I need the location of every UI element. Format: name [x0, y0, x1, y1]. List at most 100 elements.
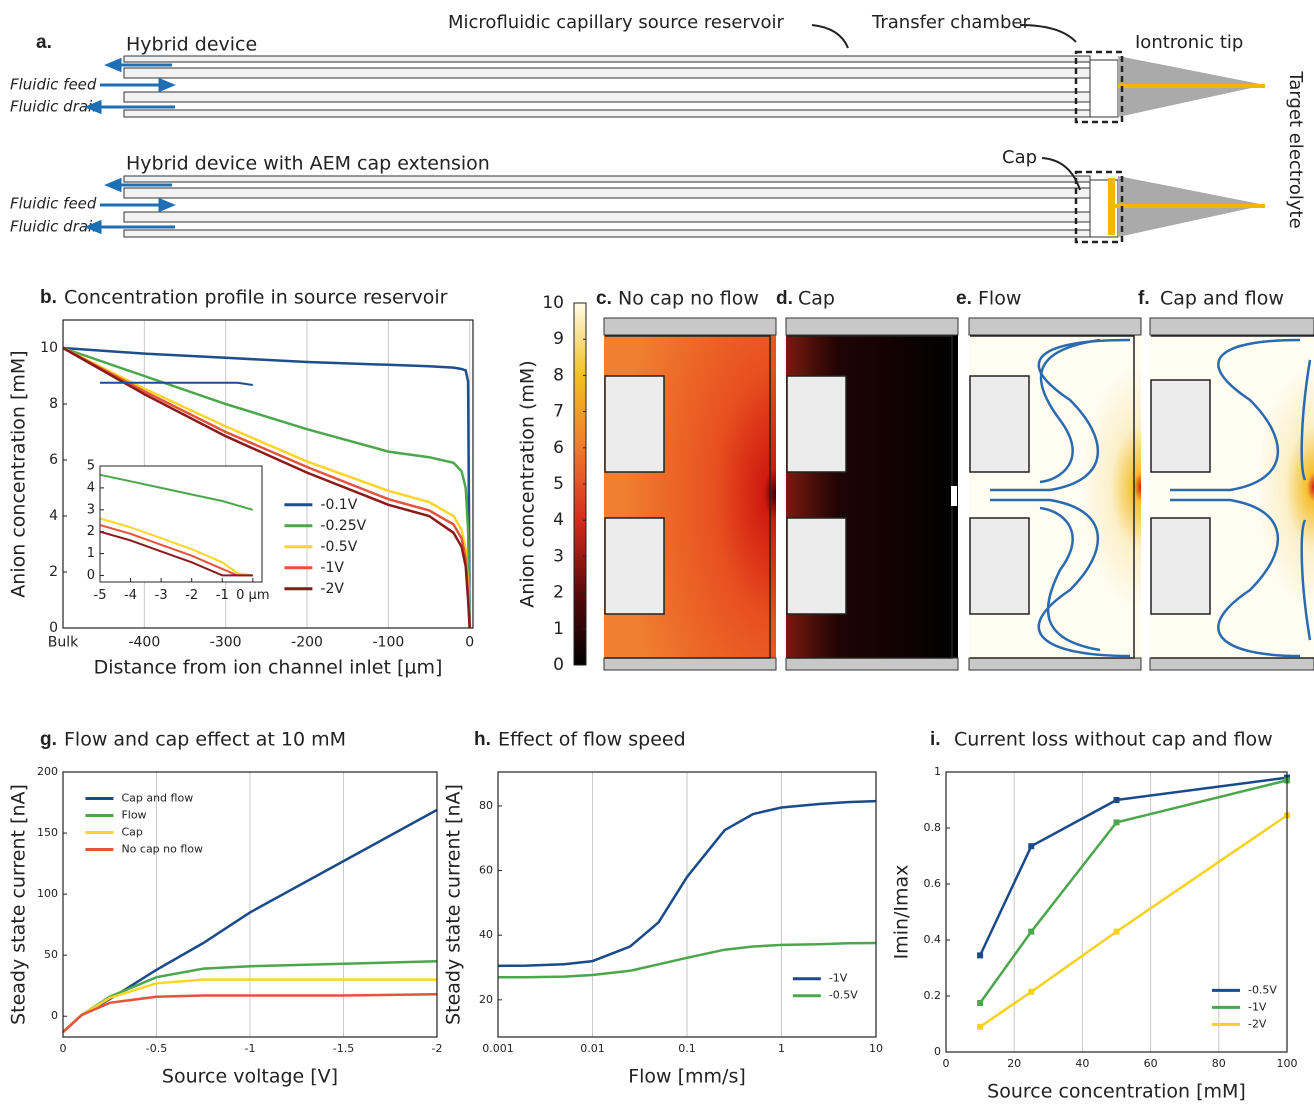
x-tick-label: -4	[124, 588, 137, 603]
feed-label: Fluidic feed	[10, 195, 97, 213]
y-tick-label: 5	[87, 459, 95, 474]
panel-label: a.	[36, 32, 52, 53]
x-tick-label: -0.5	[146, 1042, 167, 1055]
panel-label: g.	[40, 729, 57, 750]
x-axis-label: Source voltage [V]	[162, 1066, 338, 1088]
y-tick-label: 50	[44, 948, 58, 961]
y-tick-label: 8	[49, 396, 58, 412]
y-tick-label: 1	[87, 546, 95, 561]
cap-shape	[1108, 178, 1115, 235]
x-tick-label: 0	[60, 1042, 67, 1055]
y-tick-label: 0.2	[924, 989, 942, 1002]
y-tick-label: 0.4	[924, 933, 942, 946]
chamber-label: Transfer chamber	[871, 12, 1030, 33]
tip-label: Iontronic tip	[1135, 32, 1243, 53]
x-tick-label: -2	[185, 588, 198, 603]
panel-label: h.	[474, 729, 491, 750]
colorbar-tick-label: 8	[553, 365, 564, 385]
reservoir-label: Microfluidic capillary source reservoir	[448, 12, 784, 33]
heatmaps	[604, 318, 1314, 670]
x-tick-label: 20	[1007, 1057, 1021, 1070]
figure: a. Hybrid device Microfluidic capillary …	[0, 0, 1314, 1106]
y-axis-label: Imin/Imax	[891, 865, 913, 960]
point-marker	[977, 952, 983, 958]
x-tick-label: 0	[943, 1057, 950, 1070]
device-title: Hybrid device with AEM cap extension	[126, 153, 490, 175]
colorbar-tick-label: 5	[553, 474, 564, 494]
colorbar-tick-label: 1	[553, 619, 564, 639]
colorbar-tick-label: 6	[553, 438, 564, 458]
legend-label: -0.25V	[320, 518, 366, 534]
y-tick-label: 1	[934, 765, 941, 778]
y-tick-label: 3	[87, 502, 95, 517]
colorbar-tick-label: 0	[553, 655, 564, 675]
legend-label: -2V	[320, 581, 344, 597]
legend-label: -1V	[1248, 1000, 1267, 1013]
y-tick-label: 40	[479, 928, 493, 941]
y-tick-label: 6	[49, 452, 58, 468]
legend-label: -1V	[320, 560, 344, 576]
colorbar-label: Anion concentration (mM)	[517, 360, 539, 607]
point-marker	[1028, 929, 1034, 935]
x-tick-label: 80	[1212, 1057, 1226, 1070]
point-marker	[977, 1024, 983, 1030]
panel-title: No cap no flow	[618, 288, 759, 310]
pointer-arrows	[812, 25, 1080, 190]
heatmap	[604, 318, 776, 670]
target-label: Target electrolyte	[1285, 70, 1306, 228]
panel-label: f.	[1138, 288, 1150, 309]
x-axis-label: Distance from ion channel inlet [µm]	[94, 657, 443, 679]
point-marker	[1028, 989, 1034, 995]
legend-label: -1V	[829, 972, 848, 985]
panel-title: Cap and flow	[1160, 288, 1284, 310]
x-tick-label: 100	[1277, 1057, 1298, 1070]
chart-title: Flow and cap effect at 10 mM	[64, 729, 346, 751]
y-tick-label: 4	[87, 480, 95, 495]
colorbar-tick-label: 7	[553, 402, 564, 422]
x-tick-label: -100	[373, 635, 405, 651]
heatmap	[786, 318, 958, 670]
point-marker	[1114, 929, 1120, 935]
legend-label: -2V	[1248, 1017, 1267, 1030]
device-title: Hybrid device	[126, 34, 257, 56]
legend-label: Cap and flow	[121, 792, 193, 805]
device-drawing	[124, 56, 1265, 237]
colorbar-tick-label: 10	[542, 293, 564, 313]
x-tick-label: 1	[778, 1042, 785, 1055]
x-tick-label: -1	[216, 588, 229, 603]
x-axis-label: Flow [mm/s]	[628, 1066, 746, 1088]
legend-label: No cap no flow	[121, 843, 203, 856]
x-tick-label: 0.001	[482, 1042, 514, 1055]
point-marker	[1114, 819, 1120, 825]
chart-title: Concentration profile in source reservoi…	[64, 287, 448, 309]
y-tick-label: 200	[37, 765, 58, 778]
panel-label: d.	[776, 288, 793, 309]
x-tick-label: -300	[210, 635, 242, 651]
legend-label: -0.5V	[320, 539, 357, 555]
x-tick-label: 0.1	[678, 1042, 696, 1055]
plot-area	[946, 772, 1287, 1052]
panel-label: i.	[930, 729, 941, 750]
feed-label: Fluidic feed	[10, 76, 97, 94]
y-tick-label: 0.8	[924, 821, 942, 834]
outlet	[951, 486, 957, 506]
heatmap	[969, 318, 1141, 670]
x-tick-label: -2	[432, 1042, 443, 1055]
legend-label: -0.5V	[1248, 983, 1277, 996]
panel-a: a. Hybrid device Microfluidic capillary …	[10, 12, 1306, 242]
x-tick-label: 10	[869, 1042, 883, 1055]
x-tick-label: -1	[245, 1042, 256, 1055]
flow-arrows	[88, 60, 175, 232]
colorbar-tick-label: 4	[553, 510, 564, 530]
y-tick-label: 0	[934, 1045, 941, 1058]
legend-label: -0.1V	[320, 497, 357, 513]
y-tick-label: 2	[49, 564, 58, 580]
y-tick-label: 2	[87, 524, 95, 539]
cap-label: Cap	[1002, 147, 1037, 168]
colorbar-tick-label: 3	[553, 546, 564, 566]
panel-title: Flow	[978, 288, 1021, 310]
colorbar-tick-label: 9	[553, 329, 564, 349]
y-tick-label: 0	[49, 620, 58, 636]
x-tick-label: -400	[128, 635, 160, 651]
y-tick-label: 10	[40, 340, 58, 356]
